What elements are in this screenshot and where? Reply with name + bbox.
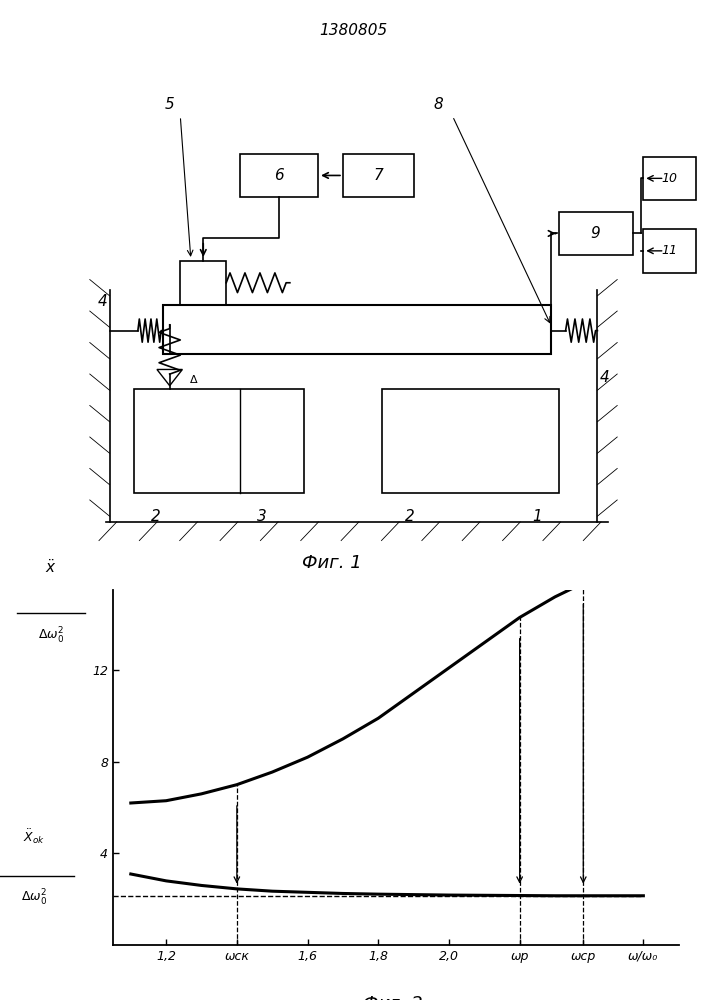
Text: 1: 1: [532, 509, 542, 524]
Text: 4: 4: [600, 369, 609, 384]
Text: $\ddot{x}$: $\ddot{x}$: [45, 558, 57, 576]
Text: 5: 5: [165, 97, 175, 112]
Text: 9: 9: [591, 226, 600, 241]
Polygon shape: [134, 389, 304, 493]
Text: 3: 3: [257, 509, 267, 524]
Text: 1380805: 1380805: [320, 23, 387, 38]
Text: $\Delta\omega_0^2$: $\Delta\omega_0^2$: [21, 888, 47, 908]
Text: $\Delta\omega_0^2$: $\Delta\omega_0^2$: [37, 626, 64, 646]
Text: 8: 8: [433, 97, 443, 112]
Text: 2: 2: [405, 509, 415, 524]
Text: 11: 11: [662, 244, 678, 257]
Polygon shape: [163, 304, 551, 354]
Text: Фиг. 2.: Фиг. 2.: [363, 995, 428, 1000]
Polygon shape: [382, 389, 559, 493]
Text: 4: 4: [98, 294, 107, 309]
Text: 2: 2: [151, 509, 160, 524]
Text: 6: 6: [274, 168, 284, 183]
Text: 10: 10: [662, 172, 678, 185]
Text: $\ddot{X}_{ok}$: $\ddot{X}_{ok}$: [23, 827, 45, 846]
Text: Фиг. 1: Фиг. 1: [303, 554, 362, 572]
Text: $\Delta$: $\Delta$: [189, 373, 199, 385]
Text: 7: 7: [373, 168, 383, 183]
